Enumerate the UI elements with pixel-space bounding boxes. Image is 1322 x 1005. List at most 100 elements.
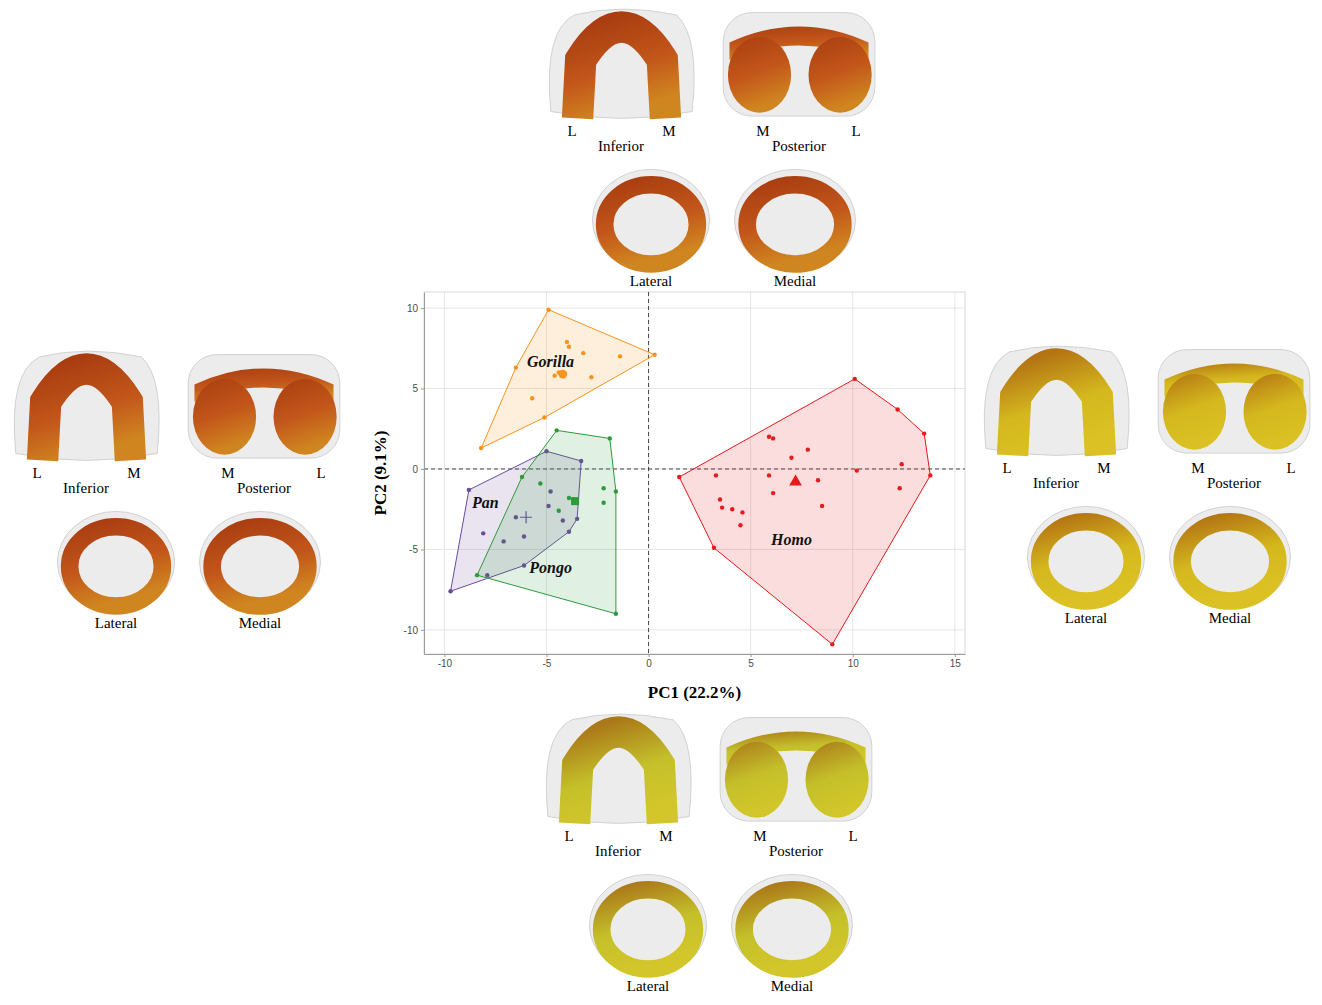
side-label: L [32, 465, 41, 481]
group-gorilla [479, 307, 657, 450]
side-label: M [127, 465, 140, 481]
y-axis: -10-50510 [404, 293, 425, 655]
reference-lines [424, 292, 965, 654]
data-point [565, 340, 569, 344]
view-title: Medial [774, 273, 817, 289]
x-grid-line [444, 292, 445, 654]
data-point [730, 507, 734, 511]
bone-surface [273, 379, 336, 455]
bone-outline [57, 511, 174, 612]
data-point [554, 428, 558, 432]
bone-outline [1158, 350, 1310, 454]
y-tick-mark [421, 630, 424, 631]
data-point [601, 501, 605, 505]
data-point [520, 475, 524, 479]
view-title: Lateral [630, 273, 672, 289]
x-tick-label: 5 [748, 658, 754, 669]
view-title: Posterior [769, 843, 823, 859]
side-label: M [662, 123, 675, 139]
view-title: Lateral [627, 978, 669, 994]
y-tick-label: -5 [409, 544, 418, 555]
y-tick-label: 0 [412, 464, 418, 475]
bone-surface [725, 742, 788, 818]
side-label: M [756, 123, 769, 139]
side-label: L [1286, 460, 1295, 476]
group-label: Pan [471, 494, 499, 511]
bone-surface [805, 742, 868, 818]
data-point [614, 612, 618, 616]
x-tick-mark [649, 654, 650, 657]
bone-view [592, 169, 709, 270]
view-title: Posterior [237, 480, 291, 496]
bone-view [188, 355, 340, 459]
data-point [806, 447, 810, 451]
data-point [712, 546, 716, 550]
data-point [608, 436, 612, 440]
data-point [789, 456, 793, 460]
data-point [467, 488, 471, 492]
plot-background [424, 292, 965, 654]
bone-view [549, 9, 694, 118]
bone-surface [575, 732, 663, 823]
x-tick-mark [751, 654, 752, 657]
group-homo [677, 377, 933, 647]
data-point [738, 523, 742, 527]
view-title: Medial [771, 978, 814, 994]
bone-outline [1170, 506, 1291, 607]
view-title: Medial [239, 615, 282, 631]
bone-outline [592, 169, 709, 270]
data-point [714, 473, 718, 477]
x-tick-label: 10 [848, 658, 860, 669]
view-title: Posterior [772, 138, 826, 154]
side-label: M [753, 828, 766, 844]
x-tick: -5 [543, 654, 552, 669]
y-tick-label: -10 [404, 625, 419, 636]
group-pongo [475, 428, 618, 616]
y-axis-title: PC2 (9.1%) [371, 431, 390, 516]
x-axis: -10-5051015 [425, 654, 966, 669]
bone-view [735, 169, 856, 270]
y-tick-label: 10 [407, 303, 419, 314]
group-label: Pongo [528, 559, 572, 577]
side-label: L [851, 123, 860, 139]
view-title: Inferior [598, 138, 644, 154]
data-point [514, 365, 518, 369]
x-axis-line [425, 654, 966, 655]
data-point [567, 496, 571, 500]
bone-surface [70, 527, 163, 606]
bone-rendering: InferiorLMPosteriorMLLateralMedial [546, 714, 872, 994]
data-point [479, 446, 483, 450]
side-label: M [221, 465, 234, 481]
convex-hull [477, 430, 616, 613]
data-point [900, 462, 904, 466]
data-point [546, 307, 550, 311]
data-point [589, 375, 593, 379]
x-tick-mark [853, 654, 854, 657]
data-point [720, 505, 724, 509]
bone-surface [1243, 374, 1306, 450]
bone-surface [744, 890, 840, 969]
data-point [552, 373, 556, 377]
data-point [652, 353, 656, 357]
bone-view [589, 874, 706, 975]
bone-surface [212, 527, 308, 606]
view-title: Inferior [1033, 475, 1079, 491]
data-point [771, 491, 775, 495]
convex-hull [481, 310, 655, 448]
side-label: L [316, 465, 325, 481]
data-point [853, 377, 857, 381]
mean-marker [789, 475, 802, 486]
data-point [614, 489, 618, 493]
data-point [771, 436, 775, 440]
mean-marker [558, 370, 567, 379]
data-point [855, 468, 859, 472]
bone-surface [1182, 522, 1278, 601]
data-point [581, 351, 585, 355]
bone-surface [1163, 374, 1226, 450]
view-title: Medial [1209, 610, 1252, 626]
bone-surface [43, 369, 131, 460]
bone-outline [984, 346, 1129, 455]
side-label: M [1097, 460, 1110, 476]
bone-outline [732, 874, 853, 975]
vertical-reference-line [648, 292, 649, 654]
